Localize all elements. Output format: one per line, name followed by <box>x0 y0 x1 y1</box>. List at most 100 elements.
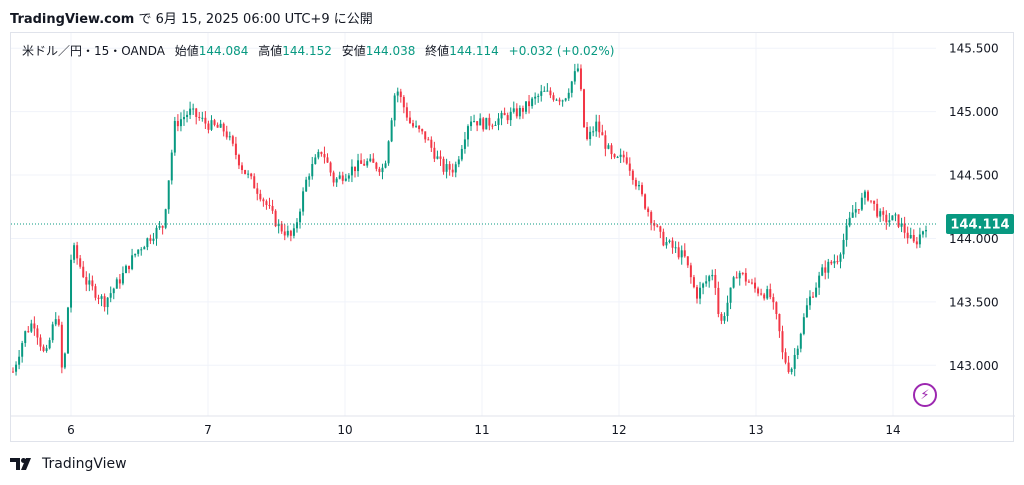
candle-body <box>265 201 268 206</box>
candle-body <box>854 209 857 213</box>
candle-body <box>705 281 708 284</box>
candle-body <box>244 170 247 174</box>
candle-body <box>91 280 94 287</box>
candle-body <box>164 209 167 228</box>
candle-body <box>295 222 298 229</box>
candle-body <box>198 116 201 118</box>
candle-body <box>726 302 729 317</box>
candle-body <box>424 131 427 140</box>
candle-body <box>732 277 735 288</box>
candle-body <box>60 324 63 368</box>
candle-body <box>451 169 454 173</box>
candle-body <box>173 120 176 153</box>
candle-body <box>12 371 14 373</box>
candle-body <box>757 288 760 294</box>
candle-body <box>323 154 326 158</box>
candle-body <box>677 247 680 258</box>
site-name: TradingView.com <box>10 12 135 27</box>
candle-body <box>387 141 390 164</box>
candle-body <box>891 215 894 221</box>
candle-body <box>699 287 702 299</box>
candle-body <box>576 68 579 72</box>
candle-body <box>369 158 372 162</box>
candle-body <box>274 210 277 227</box>
candle-body <box>601 132 604 136</box>
candle-body <box>421 129 424 132</box>
candle-body <box>647 208 650 213</box>
candle-body <box>918 234 921 245</box>
candle-body <box>360 160 363 164</box>
y-tick-label: 144.000 <box>949 232 999 246</box>
candle-body <box>524 101 527 112</box>
candle-body <box>686 256 689 266</box>
candle-body <box>152 238 155 241</box>
candle-body <box>442 158 445 172</box>
candle-body <box>674 247 677 249</box>
candle-body <box>332 172 335 183</box>
candle-body <box>540 91 543 96</box>
publish-header: TradingView.com で 6月 15, 2025 06:00 UTC+… <box>10 8 373 27</box>
tradingview-logo-icon <box>10 458 31 470</box>
candle-body <box>845 225 848 240</box>
candle-body <box>534 96 537 99</box>
lightning-icon[interactable]: ⚡ <box>913 383 937 407</box>
candle-body <box>311 163 314 177</box>
candle-body <box>558 99 561 102</box>
price-chart[interactable]: 144.114 143.000 143.500 144.000 144.500 145.0… <box>11 33 1015 443</box>
candle-body <box>839 254 842 262</box>
candle-body <box>900 223 903 227</box>
candle-body <box>286 230 289 236</box>
candle-body <box>381 167 384 173</box>
candle-body <box>503 112 506 116</box>
candle-body <box>384 163 387 168</box>
candle-body <box>289 230 292 236</box>
last-price-badge <box>946 213 1014 234</box>
x-tick-label: 7 <box>204 423 212 437</box>
candle-body <box>634 179 637 187</box>
candle-body <box>366 161 369 166</box>
candle-body <box>689 265 692 278</box>
candle-body <box>70 259 73 308</box>
candle-body <box>18 356 21 365</box>
candle-body <box>741 272 744 274</box>
candle-body <box>54 319 57 325</box>
candle-body <box>863 191 866 198</box>
candle-body <box>650 212 653 224</box>
candle-body <box>750 282 753 284</box>
candle-body <box>42 346 45 351</box>
candle-body <box>744 272 747 282</box>
candle-body <box>326 157 329 163</box>
candle-body <box>857 209 860 211</box>
candle-body <box>405 107 408 118</box>
candle-body <box>851 212 854 218</box>
candle-body <box>903 223 906 233</box>
candle-body <box>622 154 625 158</box>
candle-body <box>463 139 466 149</box>
last-price-label: 144.114 <box>950 217 1009 232</box>
candle-body <box>308 176 311 180</box>
candle-body <box>812 296 815 298</box>
candle-body <box>24 331 27 344</box>
candle-body <box>259 193 262 200</box>
candle-body <box>842 239 845 255</box>
low-label: 安値 <box>341 44 366 58</box>
candle-body <box>595 121 598 132</box>
candle-body <box>473 121 476 123</box>
candle-body <box>628 163 631 171</box>
candle-body <box>521 107 524 112</box>
candle-body <box>714 274 717 288</box>
candle-body <box>121 273 124 284</box>
candle-body <box>821 267 824 276</box>
candle-body <box>292 228 295 236</box>
candle-body <box>680 250 683 258</box>
candle-body <box>222 123 225 132</box>
candle-body <box>118 279 121 284</box>
candle-body <box>488 117 491 126</box>
candle-body <box>256 188 259 194</box>
candle-body <box>109 293 112 298</box>
candle-body <box>549 90 552 96</box>
candle-body <box>353 166 356 172</box>
candle-body <box>592 131 595 133</box>
candle-body <box>769 289 772 298</box>
candle-body <box>247 173 250 175</box>
